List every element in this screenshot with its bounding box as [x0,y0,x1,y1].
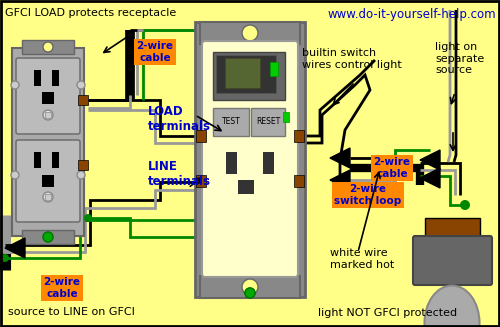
Text: white wire
marked hot: white wire marked hot [330,248,394,269]
Bar [196,130,206,142]
Bar [294,130,304,142]
Circle shape [43,232,53,242]
Bar [78,95,88,105]
Bar [42,175,54,187]
Text: 2-wire
cable: 2-wire cable [374,157,410,179]
Bar [34,70,41,86]
Circle shape [1,254,9,262]
Bar [213,52,285,100]
Bar [226,152,237,174]
Bar [45,194,51,200]
Bar [196,175,206,187]
Circle shape [84,214,92,222]
Bar [42,92,54,104]
Bar [263,152,274,174]
Bar [78,160,88,170]
Bar [45,112,51,118]
Bar [213,108,249,136]
Polygon shape [330,148,350,168]
Text: TEST: TEST [222,117,240,127]
Bar [52,70,59,86]
Circle shape [43,42,53,52]
Bar [195,22,305,297]
Bar [294,175,304,187]
Circle shape [245,288,255,298]
Circle shape [77,171,85,179]
Bar [52,152,59,168]
Text: builtin switch
wires control light: builtin switch wires control light [302,48,402,70]
Bar [238,180,254,194]
Text: 2-wire
switch loop: 2-wire switch loop [334,184,402,206]
FancyBboxPatch shape [202,41,298,277]
Bar [425,218,480,240]
Text: light NOT GFCI protected: light NOT GFCI protected [318,308,457,318]
Text: LOAD
terminals: LOAD terminals [148,105,211,133]
Text: 2-wire
cable: 2-wire cable [44,277,80,299]
Bar [200,276,300,298]
Text: www.do-it-yourself-help.com: www.do-it-yourself-help.com [328,8,496,21]
Bar [12,48,84,236]
Bar [216,55,276,93]
Circle shape [43,232,53,242]
Polygon shape [330,170,350,190]
Text: GFCI LOAD protects receptacle: GFCI LOAD protects receptacle [5,8,176,18]
Circle shape [43,110,53,120]
Circle shape [242,25,258,41]
Polygon shape [420,168,440,188]
Polygon shape [5,238,25,258]
Circle shape [11,171,19,179]
Bar [225,58,260,88]
Ellipse shape [424,285,480,327]
Text: RESET: RESET [256,117,280,127]
FancyBboxPatch shape [16,58,80,134]
Text: 2-wire
cable: 2-wire cable [136,41,173,63]
Circle shape [242,279,258,295]
Circle shape [11,81,19,89]
Bar [200,22,300,44]
Bar [22,230,74,244]
Polygon shape [420,150,440,170]
FancyBboxPatch shape [16,140,80,222]
Text: light on
separate
source: light on separate source [435,42,484,75]
Text: source to LINE on GFCI: source to LINE on GFCI [8,307,135,317]
FancyBboxPatch shape [413,236,492,285]
Text: LINE
terminals: LINE terminals [148,160,211,188]
Bar [251,108,285,136]
Circle shape [460,200,470,210]
Circle shape [248,291,252,295]
Bar [270,62,278,76]
Circle shape [245,288,255,298]
Circle shape [43,192,53,202]
Circle shape [77,81,85,89]
Bar [22,40,74,54]
Bar [283,112,289,122]
Bar [34,152,41,168]
